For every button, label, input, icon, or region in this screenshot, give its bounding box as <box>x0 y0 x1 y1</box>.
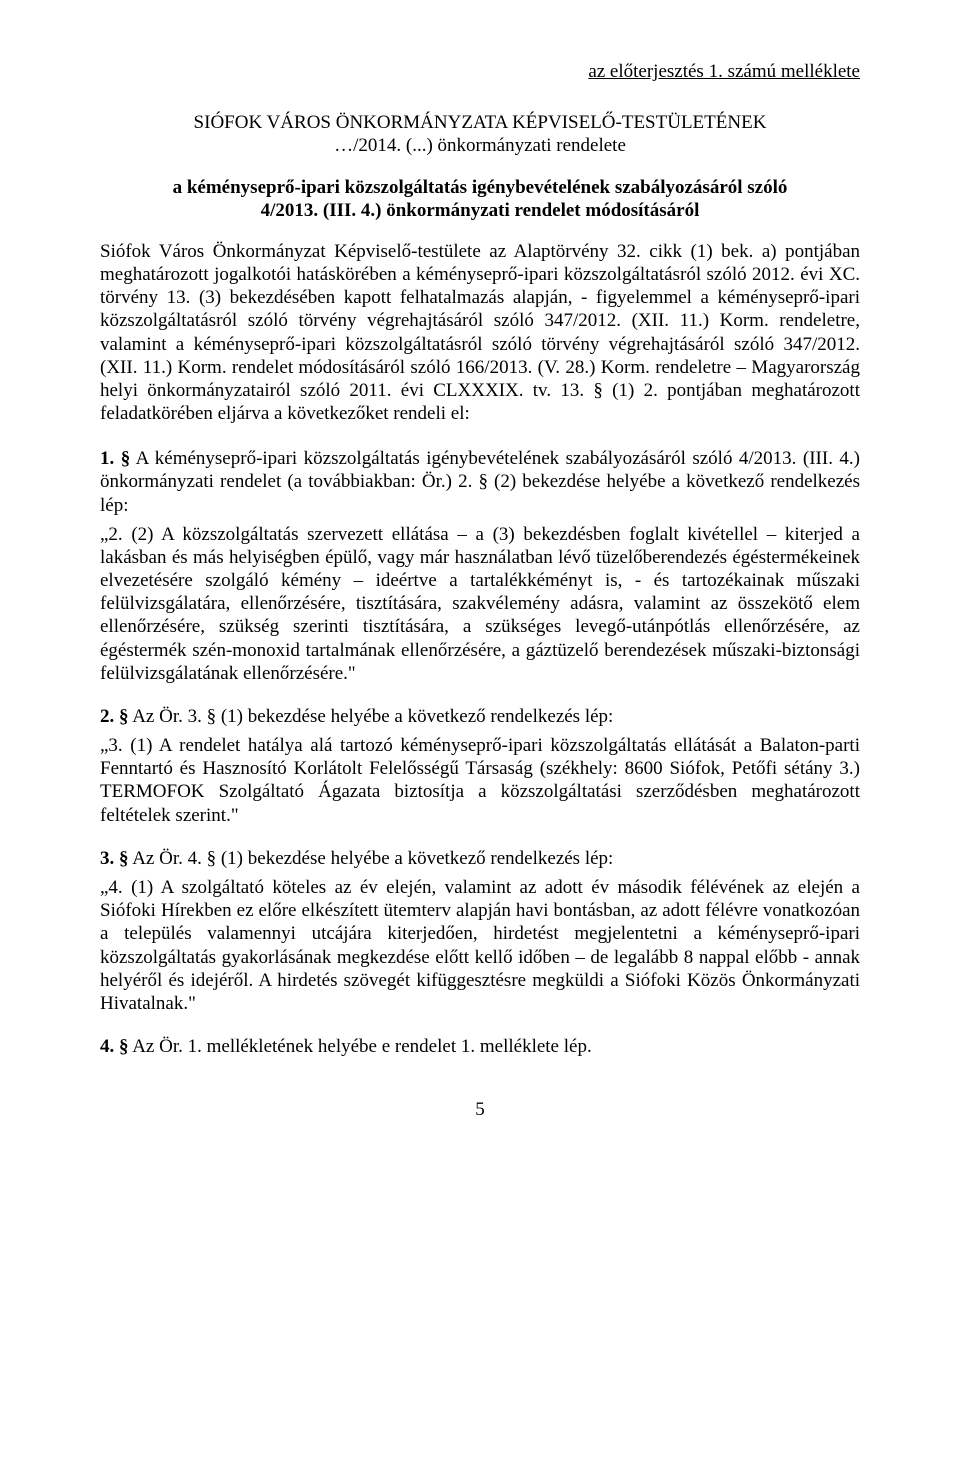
title-line-2: …/2014. (...) önkormányzati rendelete <box>100 134 860 157</box>
section-3-quote: „4. (1) A szolgáltató köteles az év elej… <box>100 876 860 1015</box>
document-page: az előterjesztés 1. számú melléklete SIÓ… <box>0 0 960 1460</box>
section-2: 2. § Az Ör. 3. § (1) bekezdése helyébe a… <box>100 705 860 827</box>
section-4: 4. § Az Ör. 1. mellékletének helyébe e r… <box>100 1035 860 1058</box>
section-2-number: 2. § <box>100 706 129 727</box>
section-3: 3. § Az Ör. 4. § (1) bekezdése helyébe a… <box>100 847 860 1015</box>
section-1-quote: „2. (2) A közszolgáltatás szervezett ell… <box>100 523 860 685</box>
title-line-1: SIÓFOK VÁROS ÖNKORMÁNYZATA KÉPVISELŐ-TES… <box>100 111 860 134</box>
page-number: 5 <box>100 1098 860 1121</box>
section-2-quote: „3. (1) A rendelet hatálya alá tartozó k… <box>100 734 860 827</box>
section-1: 1. § A kéményseprő-ipari közszolgáltatás… <box>100 447 860 685</box>
subtitle-line-1: a kéményseprő-ipari közszolgáltatás igén… <box>100 176 860 199</box>
section-3-number: 3. § <box>100 848 129 869</box>
section-3-text: Az Ör. 4. § (1) bekezdése helyébe a köve… <box>129 848 614 869</box>
section-2-text: Az Ör. 3. § (1) bekezdése helyébe a köve… <box>129 706 614 727</box>
attachment-reference: az előterjesztés 1. számú melléklete <box>100 60 860 83</box>
section-1-number: 1. § <box>100 448 130 469</box>
section-1-text: A kéményseprő-ipari közszolgáltatás igén… <box>100 448 860 515</box>
preamble-paragraph: Siófok Város Önkormányzat Képviselő-test… <box>100 240 860 425</box>
document-title: SIÓFOK VÁROS ÖNKORMÁNYZATA KÉPVISELŐ-TES… <box>100 111 860 157</box>
section-4-number: 4. § <box>100 1036 129 1057</box>
document-subtitle: a kéményseprő-ipari közszolgáltatás igén… <box>100 176 860 222</box>
subtitle-line-2: 4/2013. (III. 4.) önkormányzati rendelet… <box>100 199 860 222</box>
section-4-text: Az Ör. 1. mellékletének helyébe e rendel… <box>129 1036 592 1057</box>
